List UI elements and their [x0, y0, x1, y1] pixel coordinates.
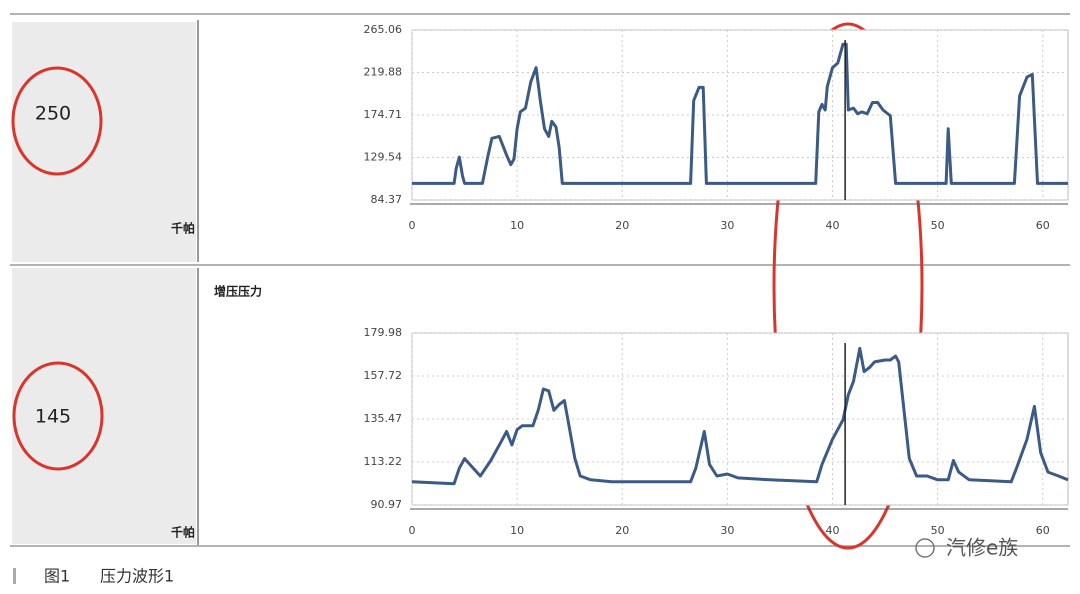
readout: 250 [35, 103, 71, 125]
x-tick-label: 40 [826, 219, 840, 232]
y-tick-label: 179.98 [364, 326, 403, 339]
readout: 145 [35, 406, 71, 428]
x-tick-label: 60 [1036, 524, 1050, 537]
unit-label: 千帕 [171, 525, 195, 540]
data-line [412, 42, 1068, 185]
x-tick-label: 30 [720, 524, 734, 537]
x-tick-label: 10 [510, 524, 524, 537]
x-tick-label: 50 [931, 219, 945, 232]
x-tick-label: 60 [1036, 219, 1050, 232]
plot-area [411, 29, 1069, 201]
y-tick-label: 113.22 [364, 455, 403, 468]
x-tick-label: 40 [826, 524, 840, 537]
y-tick-label: 135.47 [364, 412, 403, 425]
x-tick-label: 20 [615, 524, 629, 537]
x-tick-label: 0 [409, 219, 416, 232]
readout-panel [12, 268, 196, 544]
x-tick-label: 10 [510, 219, 524, 232]
highlight-circle [12, 361, 104, 471]
x-tick-label: 20 [615, 219, 629, 232]
unit-label: 千帕 [171, 221, 195, 236]
y-tick-label: 219.88 [364, 66, 403, 79]
watermark-icon [915, 538, 935, 558]
chart-title: 增压压力 [214, 284, 262, 299]
caption-title: 压力波形1 [100, 567, 174, 586]
highlight-circle [11, 66, 103, 176]
y-tick-label: 129.54 [364, 151, 403, 164]
highlight-ellipse [772, 22, 924, 550]
readout-panel [12, 22, 196, 262]
y-tick-label: 90.97 [371, 498, 403, 511]
x-tick-label: 30 [720, 219, 734, 232]
caption-bar [13, 568, 16, 584]
caption-figure: 图1 [44, 567, 70, 586]
y-tick-label: 174.71 [364, 108, 403, 121]
watermark: 汽修e族 [946, 536, 1018, 560]
x-tick-label: 0 [409, 524, 416, 537]
y-tick-label: 265.06 [364, 23, 403, 36]
data-line [411, 346, 1069, 486]
x-tick-label: 50 [931, 524, 945, 537]
y-tick-label: 84.37 [371, 193, 403, 206]
y-tick-label: 157.72 [364, 369, 403, 382]
